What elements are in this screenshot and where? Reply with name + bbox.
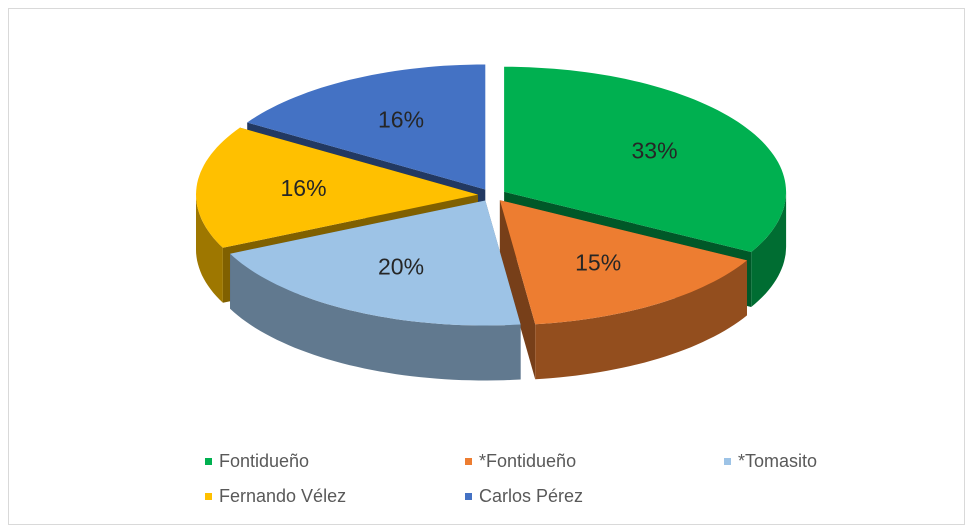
data-label: 20% [378,254,424,280]
data-label: 15% [575,249,621,275]
slice-wall [230,253,521,381]
data-label: 16% [281,175,327,201]
slice [499,200,747,325]
legend-swatch [465,458,472,465]
slice [196,127,478,248]
legend-swatch [205,493,212,500]
slice [230,200,521,326]
legend-swatch [205,458,212,465]
legend-label: *Tomasito [738,451,817,471]
slice-wall [196,194,223,303]
slice-wall [751,191,787,307]
legend-label: *Fontidueño [479,451,576,471]
legend-label: Carlos Pérez [479,486,583,506]
legend-label: Fontidueño [219,451,309,471]
slice-side [499,200,536,380]
legend-swatch [724,458,731,465]
slice-wall [535,260,747,380]
slice [247,64,486,190]
data-label: 16% [378,107,424,133]
slice [504,66,787,252]
legend-label: Fernando Vélez [219,486,346,506]
data-label: 33% [632,137,678,163]
legend-swatch [465,493,472,500]
